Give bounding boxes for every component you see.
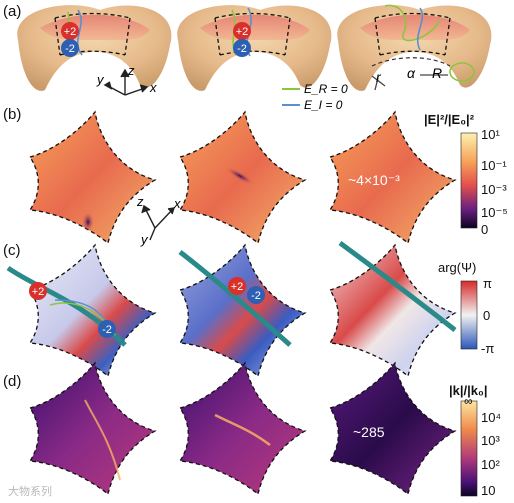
param-R: R [432,65,442,81]
colorbar-d-tick-0: ∞ [464,394,473,408]
charge-minus-a2 [233,39,251,57]
colorbar-d-title: |k|/|k₀| [449,383,488,398]
charge-minus-c1 [98,320,116,338]
colorbar-d-tick-4: 10 [481,483,496,498]
torus-2 [177,5,332,91]
colorbar-c-tick-2: -π [481,341,495,356]
axis-x-b: x [173,196,181,211]
colorbar-d-tick-1: 10⁴ [481,410,502,425]
patch-b3 [328,110,457,245]
charge-minus-label-a1: -2 [65,43,75,55]
axes-triad-a [103,68,149,96]
colorbar-b-tick-1: 10⁻¹ [481,158,507,173]
colorbar-b [460,132,478,229]
axis-x-a: x [149,80,157,95]
colorbar-b-tick-3: 10⁻⁵ [481,205,508,220]
charge-plus-c1 [29,282,47,300]
patch-c3 [328,240,457,378]
torus-3 [337,4,492,91]
colorbar-b-title: |E|²/|E₀|² [424,112,475,127]
charge-minus-a1 [61,39,79,57]
charge-plus-label-c1: +2 [32,286,45,298]
patch-c1 [6,243,157,378]
axis-y-b: y [140,232,149,247]
charge-plus-c2 [228,277,246,295]
colorbar-c-tick-0: π [483,276,492,291]
patch-b2 [178,110,307,245]
charge-plus-label-a2: +2 [236,26,249,38]
charge-minus-label-c1: -2 [102,324,112,336]
axes-triad-b [141,204,176,241]
annotation-b3: ~4×10⁻³ [348,172,400,188]
panel-label-c: (c) [3,242,21,259]
colorbar-b-tick-0: 10¹ [481,127,500,142]
watermark: 大物系列 [8,486,52,498]
colorbar-c-title: arg(Ψ) [438,260,477,275]
charge-minus-c2 [247,286,265,304]
patch-d1 [28,361,157,496]
torus-1 [17,5,172,91]
patch-b1 [28,110,157,245]
colorbar-b-tick-4: 0 [481,222,489,237]
charge-plus-label-a1: +2 [64,26,77,38]
colorbar-c-tick-1: 0 [483,308,491,323]
charge-plus-label-c2: +2 [231,281,244,293]
panel-label-b: (b) [3,106,22,123]
axis-z-a: z [127,63,135,78]
patch-c2 [178,243,307,378]
axis-z-b: z [136,194,144,209]
colorbar-d-tick-3: 10² [481,457,500,472]
charge-plus-a2 [233,22,251,40]
legend-green-label: E_R = 0 [304,82,348,96]
charge-plus-a1 [61,22,79,40]
charge-minus-label-a2: -2 [237,43,247,55]
param-r: r [376,69,382,85]
legend-blue-label: E_I = 0 [304,98,343,112]
panel-label-d: (d) [3,373,22,390]
patch-d3 [328,361,457,496]
colorbar-d [460,400,478,497]
annotation-d3: ~285 [353,424,385,440]
axis-y-a: y [96,72,105,87]
colorbar-b-tick-2: 10⁻³ [481,182,507,197]
charge-minus-label-c2: -2 [251,290,261,302]
panel-label-a: (a) [3,3,22,20]
param-alpha: α [407,65,416,81]
colorbar-d-tick-2: 10³ [481,433,500,448]
colorbar-c [460,280,478,350]
patch-d2 [178,361,307,496]
